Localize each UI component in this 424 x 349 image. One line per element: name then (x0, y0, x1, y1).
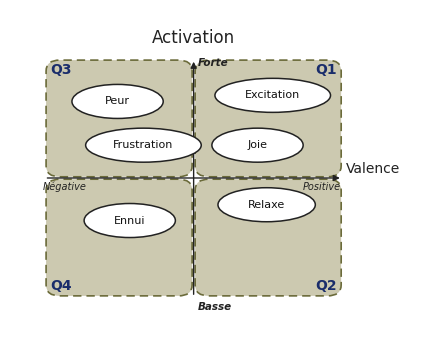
Text: Négative: Négative (43, 181, 87, 192)
Text: Q2: Q2 (315, 280, 337, 294)
Text: Frustration: Frustration (113, 140, 173, 150)
FancyBboxPatch shape (195, 179, 341, 296)
FancyBboxPatch shape (46, 179, 192, 296)
Text: Peur: Peur (105, 96, 130, 106)
Ellipse shape (84, 203, 176, 238)
FancyBboxPatch shape (195, 60, 341, 177)
Text: Activation: Activation (152, 29, 235, 47)
FancyBboxPatch shape (46, 60, 192, 177)
Text: Q4: Q4 (50, 280, 72, 294)
Text: Joie: Joie (248, 140, 268, 150)
Text: Relaxe: Relaxe (248, 200, 285, 210)
Text: Basse: Basse (198, 302, 232, 312)
Text: Q1: Q1 (315, 62, 337, 76)
Text: Excitation: Excitation (245, 90, 300, 101)
Ellipse shape (218, 188, 315, 222)
Ellipse shape (212, 128, 303, 162)
Ellipse shape (86, 128, 201, 162)
Text: Ennui: Ennui (114, 216, 145, 225)
Text: Forte: Forte (198, 58, 229, 68)
Ellipse shape (215, 78, 331, 112)
Text: Valence: Valence (346, 162, 400, 176)
Text: Q3: Q3 (50, 62, 72, 76)
Ellipse shape (72, 84, 163, 118)
Text: Positive: Positive (303, 181, 341, 192)
